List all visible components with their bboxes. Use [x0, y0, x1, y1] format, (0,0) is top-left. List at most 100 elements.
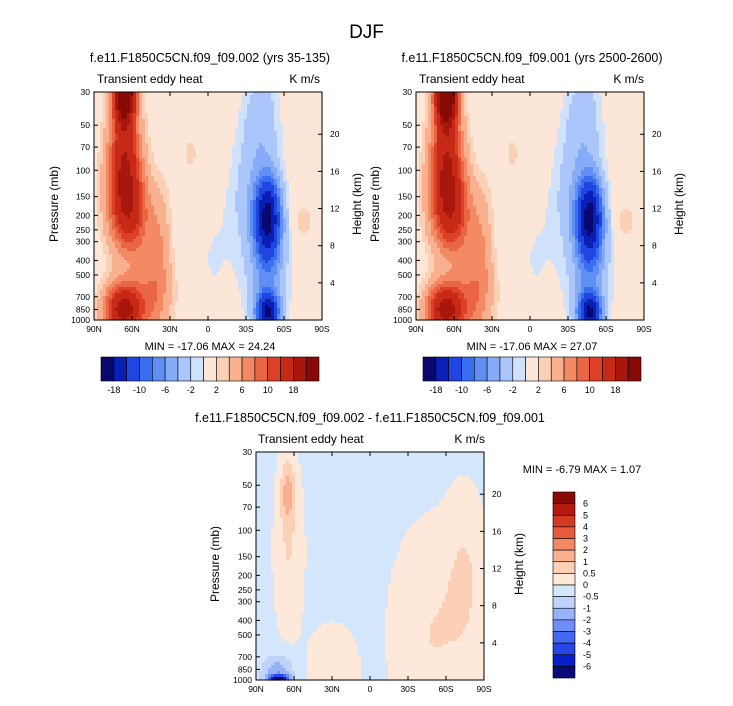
- field-cell: [103, 113, 107, 117]
- field-cell: [289, 671, 296, 675]
- field-cell: [581, 221, 585, 225]
- field-cell: [584, 176, 594, 180]
- field-cell: [274, 224, 281, 228]
- field-cell: [292, 254, 323, 258]
- field-cell: [593, 158, 603, 162]
- field-cell: [118, 113, 122, 117]
- field-cell: [605, 197, 609, 201]
- field-cell: [241, 290, 248, 294]
- field-cell: [250, 209, 254, 213]
- field-cell: [461, 143, 465, 147]
- panel-3-title: f.e11.F1850C5CN.f09_f09.002 - f.e11.F185…: [195, 411, 545, 425]
- field-cell: [593, 227, 597, 231]
- field-cell: [169, 245, 173, 249]
- field-cell: [530, 263, 546, 267]
- field-cell: [584, 197, 597, 201]
- field-cell: [608, 197, 612, 201]
- field-cell: [608, 290, 615, 294]
- field-cell: [557, 128, 567, 132]
- colorbar-label: 2: [214, 385, 219, 395]
- field-cell: [307, 677, 362, 681]
- field-cell: [419, 176, 423, 180]
- x-tick-label: 30N: [324, 684, 340, 694]
- field-cell: [247, 305, 254, 309]
- field-cell: [482, 188, 492, 192]
- field-cell: [286, 656, 308, 660]
- field-cell: [455, 101, 459, 105]
- field-cell: [473, 167, 480, 171]
- field-cell: [109, 317, 113, 321]
- field-cell: [458, 170, 462, 174]
- field-cell: [295, 479, 302, 483]
- field-cell: [106, 257, 113, 261]
- field-cell: [244, 134, 278, 138]
- field-cell: [97, 308, 104, 312]
- field-cell: [280, 497, 284, 501]
- field-cell: [416, 122, 423, 126]
- field-cell: [452, 107, 456, 111]
- field-cell: [250, 224, 254, 228]
- field-cell: [452, 266, 486, 270]
- field-cell: [548, 203, 558, 207]
- field-cell: [238, 227, 248, 231]
- field-cell: [109, 125, 113, 129]
- field-cell: [428, 146, 432, 150]
- field-cell: [271, 287, 278, 291]
- field-cell: [614, 230, 624, 234]
- field-cell: [455, 125, 459, 129]
- field-cell: [479, 218, 489, 222]
- field-cell: [425, 161, 429, 165]
- field-cell: [425, 113, 429, 117]
- field-cell: [416, 131, 423, 135]
- field-cell: [361, 656, 386, 660]
- field-cell: [629, 230, 645, 234]
- field-cell: [355, 638, 386, 642]
- field-cell: [223, 260, 230, 264]
- field-cell: [178, 287, 239, 291]
- field-cell: [419, 155, 426, 159]
- colorbar-swatch: [305, 356, 320, 382]
- field-cell: [578, 230, 582, 234]
- field-cell: [599, 185, 603, 189]
- colorbar-swatch: [589, 356, 603, 382]
- field-cell: [256, 263, 263, 267]
- field-cell: [599, 146, 606, 150]
- field-cell: [94, 242, 104, 246]
- field-cell: [431, 155, 435, 159]
- colorbar-label: 18: [610, 385, 620, 395]
- field-cell: [253, 311, 257, 315]
- field-cell: [608, 311, 612, 315]
- field-cell: [440, 104, 453, 108]
- field-cell: [464, 296, 480, 300]
- field-cell: [103, 284, 110, 288]
- field-cell: [587, 305, 591, 309]
- field-cell: [461, 197, 465, 201]
- field-cell: [277, 248, 281, 252]
- field-cell: [494, 296, 501, 300]
- field-cell: [253, 230, 257, 234]
- field-cell: [100, 167, 107, 171]
- field-cell: [148, 317, 161, 321]
- field-cell: [103, 143, 107, 147]
- field-cell: [431, 302, 435, 306]
- field-cell: [385, 617, 434, 621]
- field-cell: [103, 140, 110, 144]
- field-cell: [569, 218, 573, 222]
- field-cell: [283, 473, 296, 477]
- field-cell: [385, 653, 485, 657]
- field-cell: [94, 197, 98, 201]
- field-cell: [620, 221, 633, 225]
- field-cell: [118, 173, 131, 177]
- colorbar-label: 0: [583, 580, 588, 590]
- field-cell: [497, 251, 531, 255]
- field-cell: [271, 242, 278, 246]
- field-cell: [431, 140, 435, 144]
- field-cell: [115, 155, 122, 159]
- field-cell: [139, 233, 146, 237]
- field-cell: [434, 104, 438, 108]
- field-cell: [115, 164, 122, 168]
- field-cell: [211, 242, 242, 246]
- field-cell: [476, 179, 489, 183]
- field-cell: [497, 254, 531, 258]
- field-cell: [479, 296, 486, 300]
